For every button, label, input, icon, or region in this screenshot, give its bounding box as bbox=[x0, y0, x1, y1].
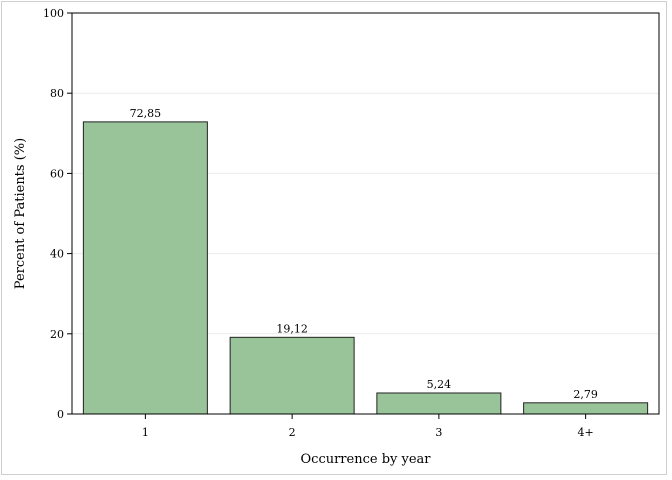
data-label: 72,85 bbox=[130, 107, 162, 120]
data-labels: 72,85 19,12 5,24 2,79 bbox=[130, 107, 598, 401]
y-tick-label: 100 bbox=[43, 7, 64, 20]
bar-2 bbox=[229, 336, 355, 415]
x-axis-title: Occurrence by year bbox=[301, 452, 432, 467]
plot-border bbox=[71, 12, 660, 415]
data-label: 5,24 bbox=[427, 378, 452, 391]
x-tick-label: 3 bbox=[435, 426, 442, 439]
y-axis: 0 20 40 60 80 100 bbox=[43, 7, 72, 421]
x-axis: 1 2 3 4+ bbox=[142, 414, 594, 439]
y-tick-label: 60 bbox=[50, 167, 64, 180]
y-axis-title: Percent of Patients (%) bbox=[13, 138, 28, 289]
x-tick-label: 4+ bbox=[578, 426, 594, 439]
bars bbox=[82, 121, 649, 415]
y-tick-label: 40 bbox=[50, 248, 64, 261]
bar-1 bbox=[82, 121, 208, 415]
data-label: 2,79 bbox=[573, 388, 598, 401]
y-tick-label: 80 bbox=[50, 87, 64, 100]
bar-3 bbox=[376, 392, 502, 415]
data-label: 19,12 bbox=[276, 322, 308, 335]
bar-4+ bbox=[523, 402, 649, 415]
x-tick-label: 2 bbox=[289, 426, 296, 439]
y-tick-label: 0 bbox=[57, 408, 64, 421]
x-tick-label: 1 bbox=[142, 426, 149, 439]
y-tick-label: 20 bbox=[50, 328, 64, 341]
